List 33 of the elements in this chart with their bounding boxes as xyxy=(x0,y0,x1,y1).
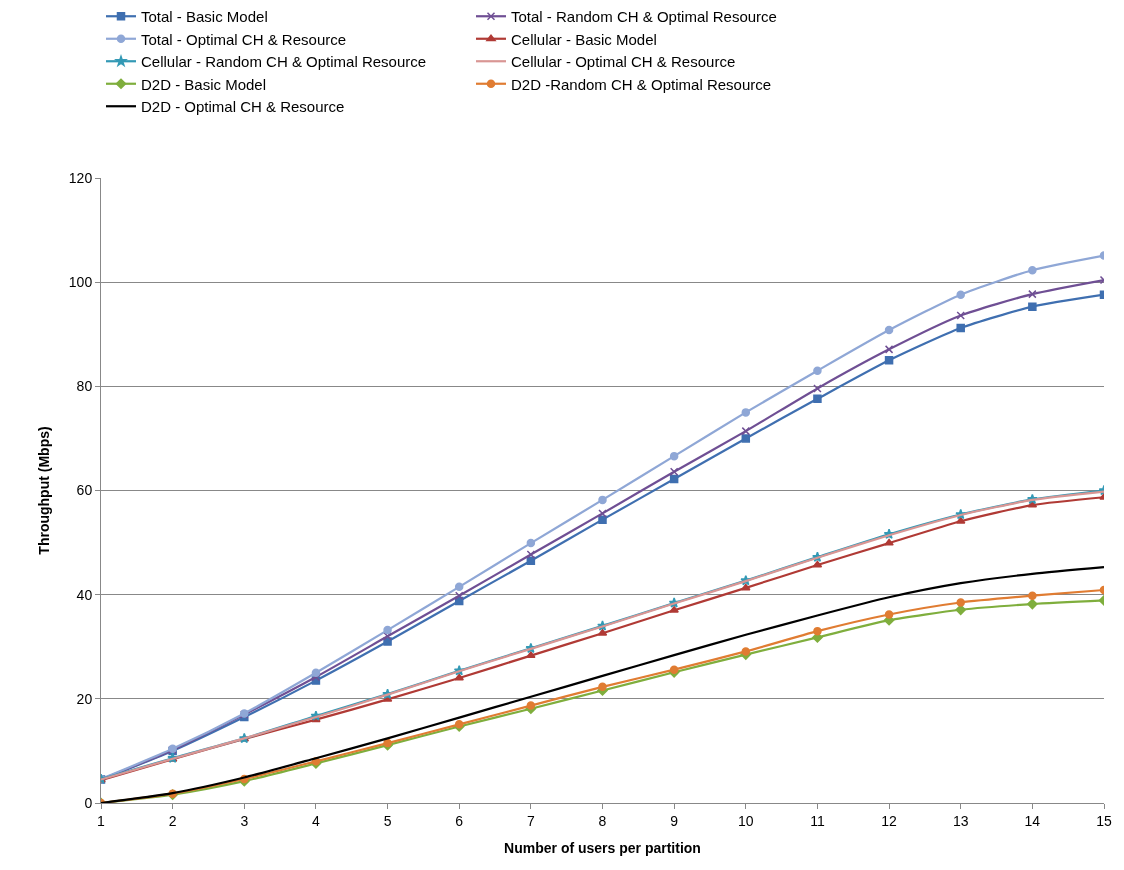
y-tick-label: 100 xyxy=(68,274,93,291)
x-tick-label: 5 xyxy=(383,812,392,829)
x-tick-label: 14 xyxy=(1024,812,1041,829)
legend-label: Total - Optimal CH & Resource xyxy=(141,30,347,48)
x-tick-label: 4 xyxy=(312,812,321,829)
y-tick-label: 40 xyxy=(76,586,93,603)
legend-label: Total - Random CH & Optimal Resource xyxy=(511,8,777,26)
legend-label: D2D -Random CH & Optimal Resource xyxy=(511,75,772,93)
legend-label: Total - Basic Model xyxy=(141,8,268,26)
x-tick-label: 3 xyxy=(240,812,249,829)
legend-label: Cellular - Basic Model xyxy=(511,30,657,48)
x-tick-label: 15 xyxy=(1096,812,1112,829)
x-tick-label: 1 xyxy=(97,812,106,829)
legend-label: Cellular - Optimal CH & Resource xyxy=(511,53,736,71)
x-tick-label: 13 xyxy=(952,812,969,829)
legend-label: D2D - Basic Model xyxy=(141,75,267,93)
y-axis-title: Throughput (Mbps) xyxy=(36,426,53,555)
x-tick-label: 6 xyxy=(455,812,464,829)
x-tick-label: 10 xyxy=(738,812,754,829)
x-tick-label: 9 xyxy=(670,812,679,829)
legend-label: Cellular - Random CH & Optimal Resource xyxy=(141,53,427,71)
x-tick-label: 12 xyxy=(881,812,898,829)
y-tick-label: 20 xyxy=(76,690,93,707)
legend-label: D2D - Optimal CH & Resource xyxy=(141,98,345,116)
x-tick-label: 11 xyxy=(810,812,825,829)
y-tick-label: 120 xyxy=(68,169,93,186)
x-tick-label: 2 xyxy=(168,812,177,829)
y-tick-label: 60 xyxy=(76,482,93,499)
x-tick-label: 8 xyxy=(598,812,607,829)
x-axis-title: Number of users per partition xyxy=(504,840,701,857)
y-tick-label: 80 xyxy=(76,378,93,395)
y-tick-label: 0 xyxy=(84,794,93,811)
x-tick-label: 7 xyxy=(526,812,535,829)
